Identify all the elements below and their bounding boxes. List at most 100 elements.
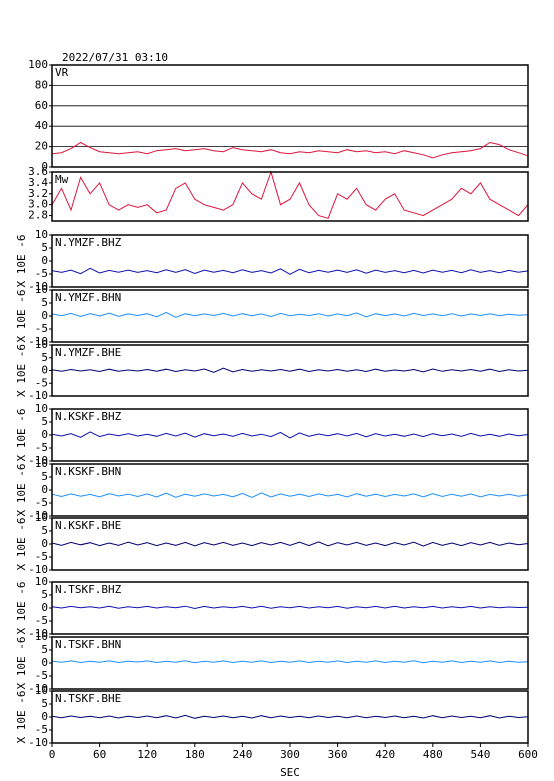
- panel-label: N.YMZF.BHE: [55, 346, 121, 359]
- y-tick-label: 2.8: [28, 209, 48, 222]
- panel-frame: [51, 581, 529, 635]
- panel-frame: [51, 64, 529, 168]
- y-tick-label: 0: [41, 428, 48, 441]
- y-tick-label: 0: [41, 160, 48, 173]
- y-tick-label: -10: [28, 627, 48, 640]
- panel-frame: [51, 344, 529, 397]
- panel-label: N.TSKF.BHN: [55, 638, 121, 651]
- y-tick-label: 0: [41, 601, 48, 614]
- panel-label: N.TSKF.BHZ: [55, 583, 122, 596]
- y-axis-label: X 10E -6: [15, 344, 28, 397]
- trace: [51, 311, 529, 318]
- y-tick-label: 5: [41, 296, 48, 309]
- panel-label: N.TSKF.BHE: [55, 692, 121, 705]
- y-tick-label: -5: [35, 322, 48, 335]
- y-tick-label: -10: [28, 335, 48, 348]
- panel-label: N.YMZF.BHN: [55, 291, 121, 304]
- y-tick-label: 3.4: [28, 176, 48, 189]
- x-tick-label: 120: [137, 748, 157, 761]
- panel-label: N.YMZF.BHZ: [55, 236, 122, 249]
- y-tick-label: 5: [41, 241, 48, 254]
- panel-label: N.KSKF.BHE: [55, 519, 121, 532]
- y-tick-label: -10: [28, 563, 48, 576]
- trace: [51, 367, 529, 373]
- panel-label: N.KSKF.BHZ: [55, 410, 122, 423]
- y-tick-label: -10: [28, 509, 48, 522]
- y-tick-label: 3.0: [28, 198, 48, 211]
- panel-frame: [51, 463, 529, 517]
- y-axis-label: X 10E -6: [15, 290, 28, 343]
- x-tick-label: 240: [232, 748, 252, 761]
- y-axis-label: X 10E -6: [15, 637, 28, 690]
- y-tick-label: 5: [41, 351, 48, 364]
- y-tick-label: 60: [35, 99, 48, 112]
- y-tick-label: 5: [41, 415, 48, 428]
- y-tick-label: -5: [35, 267, 48, 280]
- panel-frame: [51, 171, 529, 222]
- x-tick-label: 60: [93, 748, 106, 761]
- timestamp: 2022/07/31 03:10: [62, 51, 168, 64]
- x-tick-label: 300: [280, 748, 300, 761]
- y-tick-label: 10: [35, 575, 48, 588]
- y-tick-label: 40: [35, 119, 48, 132]
- trace: [51, 541, 529, 547]
- y-axis-label: X 10E -6: [15, 518, 28, 571]
- panel-frame: [51, 636, 529, 690]
- trace: [51, 267, 529, 275]
- y-tick-label: 0: [41, 483, 48, 496]
- y-axis-label: X 10E -6: [15, 235, 28, 288]
- y-axis-label: X 10E -6: [15, 409, 28, 462]
- y-tick-label: 10: [35, 684, 48, 697]
- y-tick-label: -10: [28, 389, 48, 402]
- y-tick-label: 0: [41, 254, 48, 267]
- trace: [51, 492, 529, 499]
- panel-label: VR: [55, 66, 69, 79]
- y-tick-label: 0: [41, 710, 48, 723]
- y-tick-label: 10: [35, 457, 48, 470]
- y-tick-label: 0: [41, 537, 48, 550]
- y-tick-label: 0: [41, 656, 48, 669]
- y-tick-label: 5: [41, 524, 48, 537]
- panel-frame: [51, 517, 529, 571]
- y-tick-label: 0: [41, 309, 48, 322]
- y-tick-label: 5: [41, 697, 48, 710]
- panel-frame: [51, 289, 529, 343]
- y-tick-label: 10: [35, 630, 48, 643]
- x-tick-label: 0: [49, 748, 56, 761]
- panel-frame: [51, 234, 529, 288]
- x-tick-label: 360: [328, 748, 348, 761]
- y-tick-label: 5: [41, 470, 48, 483]
- panel-label: Mw: [55, 173, 69, 186]
- y-tick-label: -10: [28, 280, 48, 293]
- x-tick-label: 480: [423, 748, 443, 761]
- x-tick-label: 180: [185, 748, 205, 761]
- y-axis-label: X 10E -6: [15, 691, 28, 744]
- y-tick-label: 10: [35, 283, 48, 296]
- y-tick-label: -5: [35, 550, 48, 563]
- panel-label: N.KSKF.BHN: [55, 465, 121, 478]
- y-tick-label: 5: [41, 588, 48, 601]
- x-tick-label: 540: [470, 748, 490, 761]
- y-tick-label: 5: [41, 643, 48, 656]
- y-tick-label: 10: [35, 511, 48, 524]
- y-tick-label: 3.6: [28, 165, 48, 178]
- y-tick-label: 0: [41, 364, 48, 377]
- y-tick-label: 80: [35, 78, 48, 91]
- y-tick-label: -5: [35, 723, 48, 736]
- y-tick-label: -5: [35, 441, 48, 454]
- x-tick-label: 420: [375, 748, 395, 761]
- y-tick-label: 10: [35, 402, 48, 415]
- trace: [51, 141, 529, 159]
- y-tick-label: -5: [35, 376, 48, 389]
- y-tick-label: -5: [35, 496, 48, 509]
- y-tick-label: -10: [28, 682, 48, 695]
- y-tick-label: -5: [35, 614, 48, 627]
- trace: [51, 170, 529, 219]
- y-axis-label: X 10E -6: [15, 464, 28, 517]
- y-tick-label: 3.2: [28, 187, 48, 200]
- y-tick-label: -10: [28, 736, 48, 749]
- x-tick-label: 600: [518, 748, 538, 761]
- y-tick-label: 20: [35, 140, 48, 153]
- y-tick-label: 10: [35, 228, 48, 241]
